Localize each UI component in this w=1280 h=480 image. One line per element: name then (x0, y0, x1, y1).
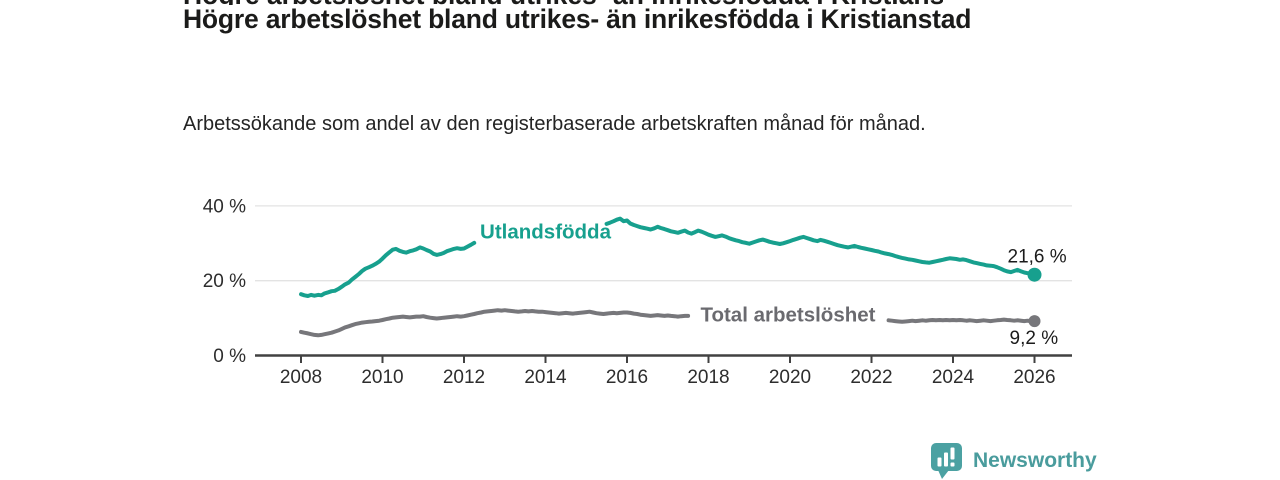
series-line-total-arbetsloshet (299, 308, 691, 338)
chart-subtitle: Arbetssökande som andel av den registerb… (183, 113, 926, 135)
x-axis-label: 2014 (524, 367, 567, 388)
end-value-label-utlandsfodda: 21,6 % (1008, 247, 1067, 268)
newsworthy-logo-icon (931, 443, 962, 479)
series-end-dot-total-arbetsloshet (1028, 315, 1041, 328)
cropped-text-artifact: Högre arbetslöshet bland utrikes- än inr… (183, 0, 943, 5)
x-axis-label: 2020 (769, 367, 811, 388)
series-line-utlandsfodda (604, 216, 1037, 277)
x-axis-label: 2024 (932, 367, 975, 388)
series-label-total-arbetsloshet: Total arbetslöshet (700, 304, 875, 327)
y-axis-label: 40 % (203, 196, 246, 217)
x-axis-label: 2022 (850, 367, 892, 388)
brand-name: Newsworthy (973, 449, 1097, 472)
x-axis-label: 2016 (606, 367, 648, 388)
series-line-utlandsfodda (299, 240, 477, 298)
page-title: Högre arbetslöshet bland utrikes- än inr… (183, 4, 972, 34)
y-axis-label: 20 % (203, 271, 246, 292)
x-axis-label: 2012 (443, 367, 485, 388)
brand-footer: Newsworthy (930, 442, 1097, 480)
series-end-dot-utlandsfodda (1027, 267, 1042, 282)
x-axis-label: 2018 (687, 367, 729, 388)
series-label-utlandsfodda: Utlandsfödda (480, 221, 612, 244)
x-axis-label: 2010 (361, 367, 403, 388)
x-axis-label: 2008 (280, 367, 322, 388)
x-axis-label: 2026 (1013, 367, 1055, 388)
series-line-total-arbetsloshet (886, 317, 1037, 324)
y-axis-label: 0 % (213, 346, 246, 367)
end-value-label-total-arbetsloshet: 9,2 % (1010, 328, 1059, 349)
cropped-text-artifact-text: Högre arbetslöshet bland utrikes- än inr… (183, 0, 943, 5)
